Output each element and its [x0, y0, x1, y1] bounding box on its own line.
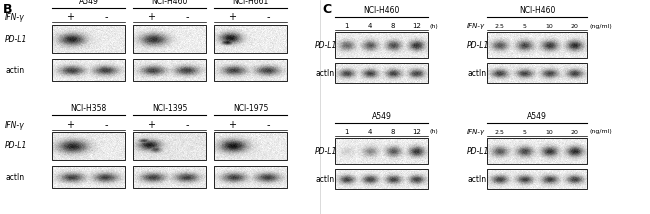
Bar — [52, 59, 125, 81]
Text: IFN-γ: IFN-γ — [467, 129, 485, 135]
Text: 8: 8 — [391, 129, 395, 135]
Text: PD-L1: PD-L1 — [315, 40, 337, 49]
Bar — [335, 169, 428, 189]
Text: PD-L1: PD-L1 — [5, 141, 27, 150]
Bar — [52, 25, 125, 53]
Text: NCI-H661: NCI-H661 — [233, 0, 268, 6]
Text: PD-L1: PD-L1 — [467, 40, 489, 49]
Text: 20: 20 — [571, 24, 578, 28]
Text: IFN-γ: IFN-γ — [5, 12, 25, 21]
Text: -: - — [186, 12, 190, 22]
Bar — [487, 138, 587, 164]
Text: 4: 4 — [368, 129, 372, 135]
Text: (ng/ml): (ng/ml) — [589, 129, 612, 135]
Text: -: - — [267, 120, 270, 130]
Text: 1: 1 — [344, 23, 349, 29]
Bar — [133, 132, 206, 160]
Text: +: + — [148, 120, 155, 130]
Text: actIn: actIn — [467, 68, 486, 77]
Bar — [335, 32, 428, 58]
Text: A549: A549 — [79, 0, 98, 6]
Text: NCI-H460: NCI-H460 — [363, 6, 400, 15]
Text: A549: A549 — [527, 112, 547, 121]
Text: 4: 4 — [368, 23, 372, 29]
Text: NCI-1395: NCI-1395 — [152, 104, 187, 113]
Text: 1: 1 — [344, 129, 349, 135]
Text: (ng/ml): (ng/ml) — [589, 24, 612, 28]
Text: -: - — [267, 12, 270, 22]
Text: 2.5: 2.5 — [495, 129, 504, 135]
Text: 5: 5 — [523, 129, 526, 135]
Text: C: C — [322, 3, 331, 16]
Bar — [487, 169, 587, 189]
Text: 5: 5 — [523, 24, 526, 28]
Text: 12: 12 — [412, 23, 421, 29]
Text: actIn: actIn — [315, 174, 334, 183]
Text: 10: 10 — [545, 129, 553, 135]
Text: +: + — [148, 12, 155, 22]
Text: IFN-γ: IFN-γ — [5, 120, 25, 129]
Text: actIn: actIn — [467, 174, 486, 183]
Text: B: B — [3, 3, 12, 16]
Text: actin: actin — [5, 65, 24, 74]
Text: PD-L1: PD-L1 — [467, 147, 489, 156]
Text: A549: A549 — [372, 112, 391, 121]
Text: IFN-γ: IFN-γ — [467, 23, 485, 29]
Bar — [214, 59, 287, 81]
Text: 2.5: 2.5 — [495, 24, 504, 28]
Bar — [335, 138, 428, 164]
Bar — [52, 166, 125, 188]
Bar — [214, 132, 287, 160]
Text: +: + — [228, 120, 236, 130]
Text: 20: 20 — [571, 129, 578, 135]
Bar — [487, 32, 587, 58]
Text: actIn: actIn — [315, 68, 334, 77]
Text: +: + — [66, 12, 74, 22]
Text: 8: 8 — [391, 23, 395, 29]
Bar — [133, 25, 206, 53]
Text: -: - — [186, 120, 190, 130]
Bar — [52, 132, 125, 160]
Text: PD-L1: PD-L1 — [315, 147, 337, 156]
Text: NCI-H460: NCI-H460 — [151, 0, 188, 6]
Bar — [487, 63, 587, 83]
Text: 10: 10 — [545, 24, 553, 28]
Bar — [335, 63, 428, 83]
Text: +: + — [228, 12, 236, 22]
Text: (h): (h) — [430, 129, 439, 135]
Text: (h): (h) — [430, 24, 439, 28]
Text: 12: 12 — [412, 129, 421, 135]
Bar — [133, 166, 206, 188]
Text: actIn: actIn — [5, 172, 24, 181]
Text: -: - — [105, 120, 109, 130]
Text: PD-L1: PD-L1 — [5, 34, 27, 43]
Bar — [214, 25, 287, 53]
Bar — [133, 59, 206, 81]
Text: NCI-H460: NCI-H460 — [519, 6, 555, 15]
Text: -: - — [105, 12, 109, 22]
Text: NCI-1975: NCI-1975 — [233, 104, 268, 113]
Bar — [214, 166, 287, 188]
Text: NCI-H358: NCI-H358 — [70, 104, 107, 113]
Text: +: + — [66, 120, 74, 130]
